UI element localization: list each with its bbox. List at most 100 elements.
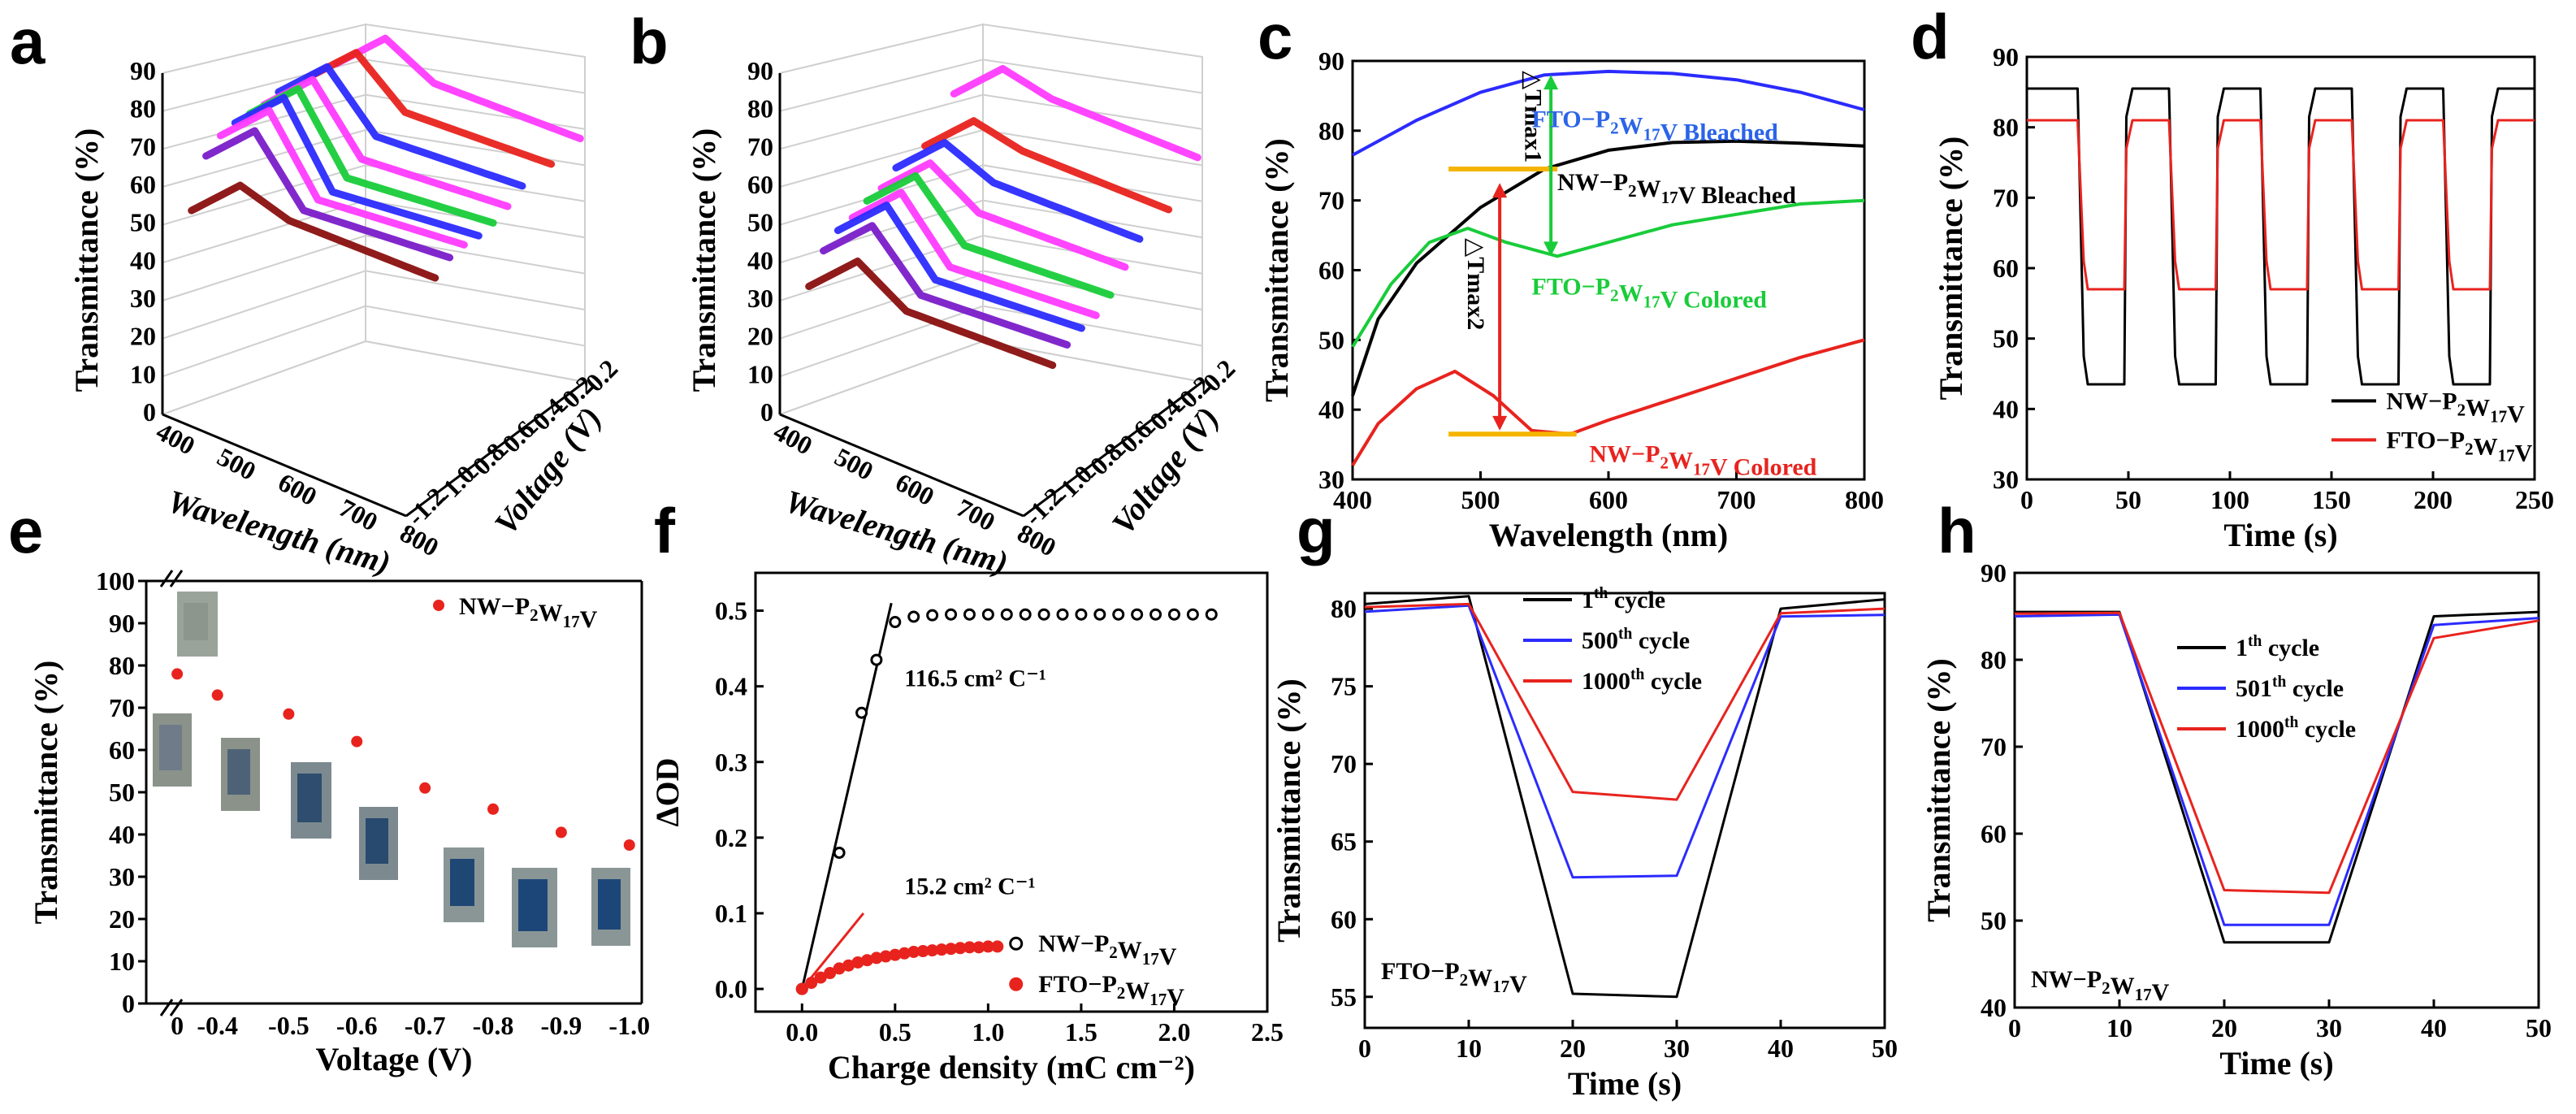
y-tick-label: 40 xyxy=(109,820,135,849)
chem-p: P xyxy=(1645,441,1660,468)
y-tick-label: 0.1 xyxy=(715,899,747,928)
data-point xyxy=(870,653,883,666)
legend-label: NW−P2W17V xyxy=(2387,388,2526,427)
chem-w: W xyxy=(2474,433,2498,460)
cyc-num: 501 xyxy=(2236,675,2272,702)
cyc-rest: cycle xyxy=(2298,716,2356,743)
x-tick-label: 50 xyxy=(2526,1013,2552,1042)
cyc-sup: th xyxy=(2248,633,2262,650)
z-tick-label: 80 xyxy=(130,94,156,124)
y-axis-label: Transmittance (%) xyxy=(1258,138,1295,402)
y-tick-label: 90 xyxy=(1318,46,1344,76)
chem-sub: 17 xyxy=(1643,125,1660,145)
y-tick-label: 40 xyxy=(1318,395,1344,424)
series-line xyxy=(2014,611,2539,895)
series-tube xyxy=(820,222,1072,349)
series-line xyxy=(2027,87,2535,386)
chem-text: NW− xyxy=(1589,441,1645,468)
legend-label: 1000th cycle xyxy=(2236,714,2356,743)
grid-line xyxy=(779,270,1203,340)
series-tube xyxy=(304,49,556,168)
chem-w: W xyxy=(2466,394,2490,421)
x-axis-label: Time (s) xyxy=(2223,517,2337,553)
panel-letter-c: c xyxy=(1258,1,1292,72)
z-tick-label: 40 xyxy=(130,245,156,275)
y-axis-label: Transmittance (%) xyxy=(1271,678,1307,943)
cyc-num: 500 xyxy=(1582,627,1618,654)
x-tick-label: 0 xyxy=(171,1011,184,1040)
cyc-rest: cycle xyxy=(2286,675,2344,702)
data-point xyxy=(1131,608,1144,621)
cyc-rest: cycle xyxy=(2262,635,2319,661)
y-tick-label: 0.3 xyxy=(715,748,747,777)
series-tube xyxy=(275,63,526,190)
chem-w: W xyxy=(1669,448,1693,475)
chem-sub: 17 xyxy=(2498,445,2515,465)
chem-text: FTO− xyxy=(2387,427,2450,453)
chart-f: 0.0 0.5 1.0 1.5 2.0 2.50.00.10.20.30.40.5Char… xyxy=(649,571,1284,1086)
legend-label: 1000th cycle xyxy=(1582,666,1702,695)
x-axis-label: Charge density (mC cm⁻²) xyxy=(828,1049,1195,1086)
grid-line xyxy=(779,305,1203,378)
y-tick-label: 0.5 xyxy=(715,596,747,626)
tmax1-arrow-head xyxy=(1543,241,1559,257)
x-tick-label: 30 xyxy=(1664,1034,1690,1063)
chem-p: P xyxy=(2442,388,2457,414)
wavelength-axis xyxy=(779,413,1024,518)
x-axis-label: Voltage (V) xyxy=(316,1041,473,1077)
x-tick-label: 1.5 xyxy=(1065,1017,1098,1047)
chem-sub: 2 xyxy=(1610,119,1619,138)
chem-text: NW− xyxy=(1038,930,1094,957)
y-tick-label: 70 xyxy=(1981,732,2007,761)
panel-letter-h: h xyxy=(1937,495,1976,566)
z-tick-label: 90 xyxy=(130,56,156,85)
cyc-sup: th xyxy=(2284,714,2298,731)
x-tick-label: -0.5 xyxy=(268,1011,310,1040)
legend-label: 1th cycle xyxy=(1582,585,1665,613)
legend-label: NW−P2W17V xyxy=(1038,930,1177,970)
chem-w: W xyxy=(1619,280,1643,307)
chem-text: FTO− xyxy=(1038,971,1102,998)
series-label-nw-bleached: NW−P2W17V Bleached xyxy=(1557,169,1796,209)
x-tick-label: 0 xyxy=(2020,485,2033,514)
chem-sub: 17 xyxy=(2490,406,2507,426)
chart-g: 0 10 20 30 40 50 55 60 65 70 75 80 Time (s) Transmitt… xyxy=(1271,585,1898,1102)
grid-line xyxy=(779,234,1203,301)
series-line xyxy=(2014,613,2539,926)
x-tick-label: 600 xyxy=(274,467,322,511)
x-tick-label: 40 xyxy=(2421,1013,2447,1042)
y-axis-label: Transmittance (%) xyxy=(1933,137,1969,401)
chem-text: NW− xyxy=(2387,388,2443,414)
legend-label: 501th cycle xyxy=(2236,674,2344,702)
data-point xyxy=(211,689,223,701)
x-tick-label: 1.0 xyxy=(972,1017,1004,1047)
fit-label: 116.5 cm² C⁻¹ xyxy=(904,665,1046,692)
x-tick-label: 400 xyxy=(1333,485,1372,514)
x-tick-label: 10 xyxy=(1456,1034,1482,1063)
sample-photo-film xyxy=(184,603,208,640)
chart-h: 0 10 20 30 40 50 40 50 60 70 80 90 Time (s) Transmitt… xyxy=(1920,558,2552,1081)
series-label-nw-colored: NW−P2W17V Colored xyxy=(1589,441,1816,481)
tmax2-arrow-head xyxy=(1492,415,1508,431)
legend-marker xyxy=(433,600,444,611)
chem-text: FTO− xyxy=(1381,958,1444,985)
chem-sub: 2 xyxy=(1628,181,1637,201)
data-point xyxy=(623,839,635,851)
data-point xyxy=(1037,608,1050,621)
z-tick-label: 90 xyxy=(747,56,773,85)
x-tick-label: 0 xyxy=(1358,1034,1371,1063)
x-tick-label: -0.6 xyxy=(336,1011,378,1040)
y-axis-label: ΔOD xyxy=(649,757,686,826)
voltage-axis xyxy=(1023,380,1203,518)
cyc-rest: cycle xyxy=(1608,587,1665,613)
y-tick-label: 80 xyxy=(109,651,135,680)
data-point xyxy=(963,608,976,621)
y-tick-label: 80 xyxy=(1318,116,1344,145)
chem-sub: 2 xyxy=(530,605,539,625)
back-wall-left xyxy=(779,23,984,416)
fit-line xyxy=(801,912,865,990)
grid-line xyxy=(162,93,586,150)
series-line xyxy=(1352,69,1865,157)
chem-p: P xyxy=(1595,274,1610,301)
